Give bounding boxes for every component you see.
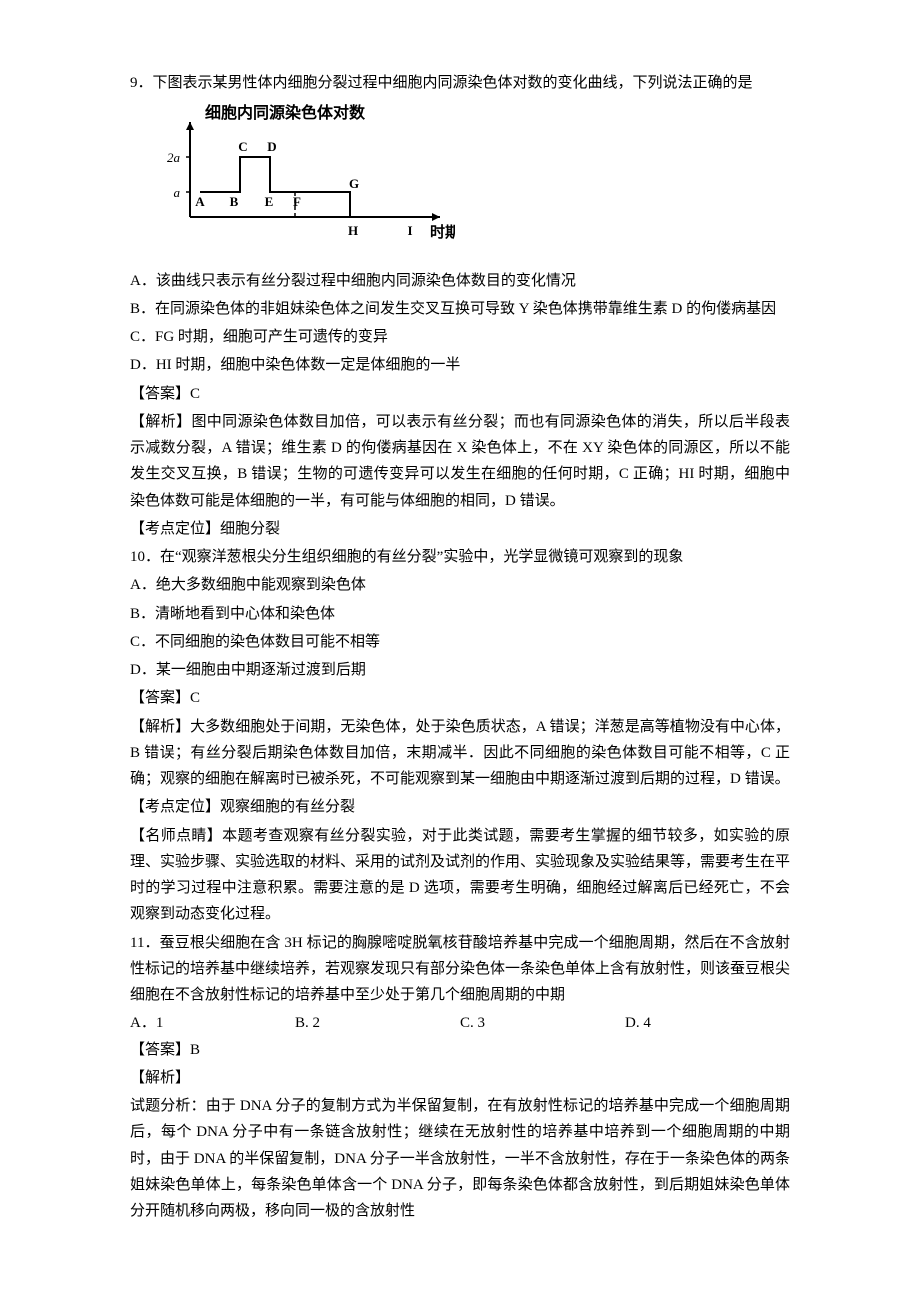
q9-stem: 9．下图表示某男性体内细胞分裂过程中细胞内同源染色体对数的变化曲线，下列说法正确… (130, 70, 790, 96)
q11-option-a: A．1 (130, 1010, 295, 1036)
svg-text:E: E (265, 194, 274, 209)
q10-option-d: D．某一细胞由中期逐渐过渡到后期 (130, 657, 790, 683)
q9-chart-svg: 细胞内同源染色体对数 a 2a A B C D E F G H I 时期 (150, 102, 455, 252)
q9-option-b: B．在同源染色体的非姐妹染色体之间发生交叉互换可导致 Y 染色体携带靠维生素 D… (130, 296, 790, 322)
q9-analysis: 【解析】图中同源染色体数目加倍，可以表示有丝分裂；而也有同源染色体的消失，所以后… (130, 409, 790, 514)
q10-topic-label: 【考点定位】 (130, 799, 220, 815)
svg-text:时期: 时期 (430, 223, 455, 241)
q9-analysis-text: 图中同源染色体数目加倍，可以表示有丝分裂；而也有同源染色体的消失，所以后半段表示… (130, 414, 790, 509)
q10-option-b: B．清晰地看到中心体和染色体 (130, 601, 790, 627)
q9-analysis-label: 【解析】 (130, 414, 191, 430)
q10-option-c: C．不同细胞的染色体数目可能不相等 (130, 629, 790, 655)
q10-option-a: A．绝大多数细胞中能观察到染色体 (130, 572, 790, 598)
svg-text:B: B (230, 194, 239, 209)
q10-analysis: 【解析】大多数细胞处于间期，无染色体，处于染色质状态，A 错误；洋葱是高等植物没… (130, 714, 790, 793)
q10-analysis-label: 【解析】 (130, 719, 190, 735)
q10-tip-label: 【名师点睛】 (130, 828, 222, 844)
svg-text:I: I (407, 223, 412, 238)
svg-text:G: G (349, 176, 359, 191)
q9-chart: 细胞内同源染色体对数 a 2a A B C D E F G H I 时期 (150, 102, 790, 261)
q10-analysis-text: 大多数细胞处于间期，无染色体，处于染色质状态，A 错误；洋葱是高等植物没有中心体… (130, 719, 790, 788)
q9-topic-text: 细胞分裂 (220, 521, 280, 537)
q11-analysis-label: 【解析】 (130, 1065, 790, 1091)
q10-tip-text: 本题考查观察有丝分裂实验，对于此类试题，需要考生掌握的细节较多，如实验的原理、实… (130, 828, 790, 923)
svg-text:H: H (348, 223, 358, 238)
svg-text:2a: 2a (167, 150, 181, 165)
q11-analysis-pre: 试题分析： (130, 1098, 206, 1114)
q11-answer: 【答案】B (130, 1037, 790, 1063)
svg-text:F: F (293, 194, 301, 209)
svg-text:A: A (195, 194, 205, 209)
q11-stem: 11．蚕豆根尖细胞在含 3H 标记的胸腺嘧啶脱氧核苷酸培养基中完成一个细胞周期，… (130, 930, 790, 1009)
q9-topic-label: 【考点定位】 (130, 521, 220, 537)
svg-text:D: D (267, 139, 276, 154)
q10-topic: 【考点定位】观察细胞的有丝分裂 (130, 794, 790, 820)
q9-answer: 【答案】C (130, 381, 790, 407)
q11-analysis: 试题分析：由于 DNA 分子的复制方式为半保留复制，在有放射性标记的培养基中完成… (130, 1093, 790, 1224)
svg-text:细胞内同源染色体对数: 细胞内同源染色体对数 (205, 103, 366, 122)
q11-option-b: B. 2 (295, 1010, 460, 1036)
q9-option-c: C．FG 时期，细胞可产生可遗传的变异 (130, 324, 790, 350)
q10-stem: 10．在“观察洋葱根尖分生组织细胞的有丝分裂”实验中，光学显微镜可观察到的现象 (130, 544, 790, 570)
q9-option-d: D．HI 时期，细胞中染色体数一定是体细胞的一半 (130, 352, 790, 378)
q10-answer: 【答案】C (130, 685, 790, 711)
q10-topic-text: 观察细胞的有丝分裂 (220, 799, 355, 815)
q11-option-d: D. 4 (625, 1010, 790, 1036)
q11-option-c: C. 3 (460, 1010, 625, 1036)
svg-text:C: C (238, 139, 247, 154)
q11-analysis-text: 由于 DNA 分子的复制方式为半保留复制，在有放射性标记的培养基中完成一个细胞周… (130, 1098, 790, 1219)
svg-text:a: a (174, 185, 181, 200)
q9-option-a: A．该曲线只表示有丝分裂过程中细胞内同源染色体数目的变化情况 (130, 268, 790, 294)
q9-topic: 【考点定位】细胞分裂 (130, 516, 790, 542)
q11-options-row: A．1 B. 2 C. 3 D. 4 (130, 1010, 790, 1036)
q10-tip: 【名师点睛】本题考查观察有丝分裂实验，对于此类试题，需要考生掌握的细节较多，如实… (130, 823, 790, 928)
